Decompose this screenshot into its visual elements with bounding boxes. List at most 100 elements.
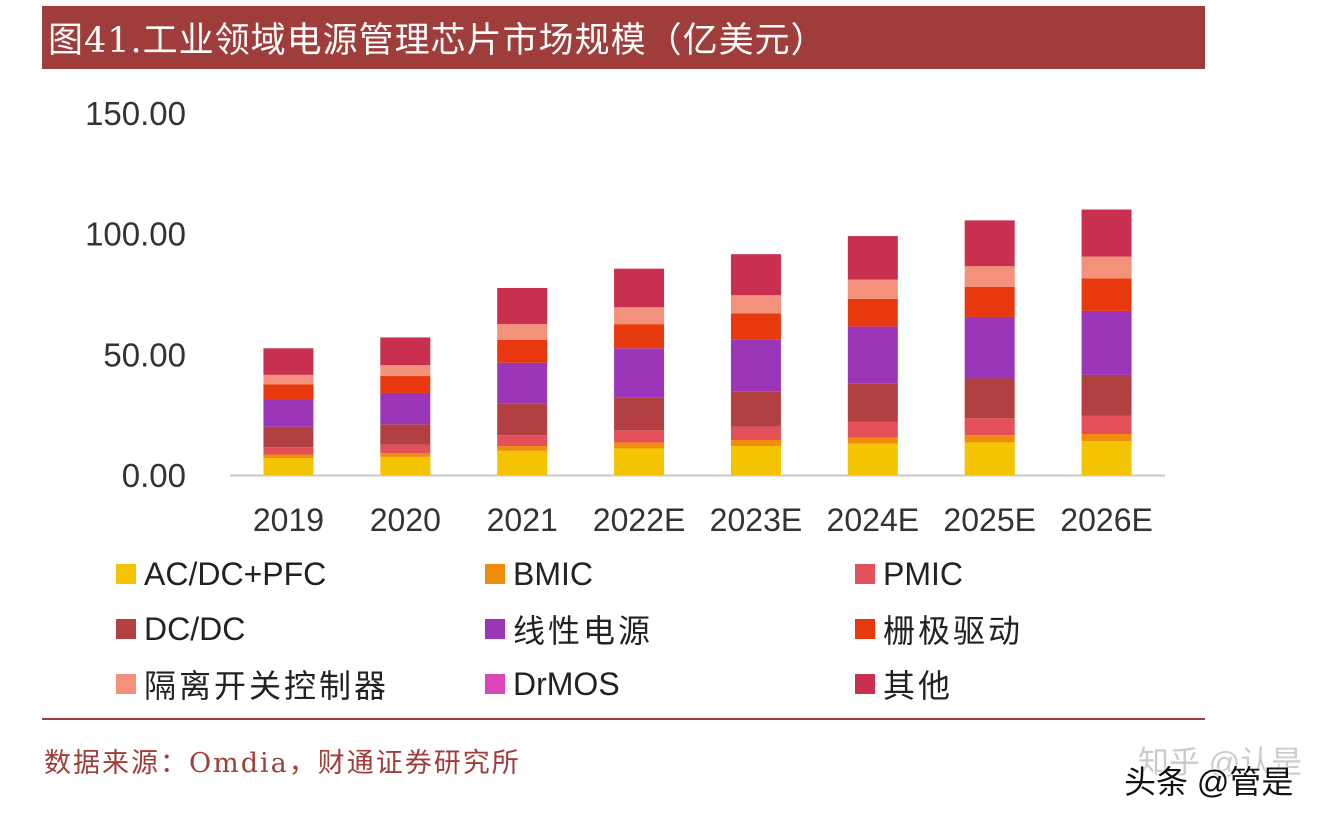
- bar-segment: [380, 444, 431, 454]
- legend-item-isolated-switch-controller: 隔离开关控制器: [116, 664, 390, 705]
- bar-segment: [263, 374, 314, 385]
- bar-segment: [1081, 374, 1132, 416]
- bar-segment: [730, 254, 781, 296]
- bar-segment: [730, 295, 781, 314]
- bar-segment: [497, 446, 548, 451]
- zhihu-watermark: 知乎 @认是: [1138, 745, 1303, 780]
- bar-segment: [614, 442, 665, 449]
- legend-item-pmic: PMIC: [855, 554, 963, 594]
- x-tick-label: 2025E: [943, 502, 1036, 538]
- bar-segment: [263, 426, 314, 448]
- bar-segment: [1081, 209, 1132, 257]
- bar-segment: [847, 421, 898, 438]
- bar-segment: [614, 307, 665, 325]
- bar-segment: [730, 391, 781, 427]
- bar-segment: [497, 362, 548, 404]
- bar-segment: [614, 397, 665, 431]
- bar-segment: [497, 450, 548, 475]
- bar-segment: [614, 324, 665, 349]
- bar-segment: [847, 443, 898, 475]
- toutiao-watermark: 头条 @管是: [1124, 764, 1294, 800]
- bar-segment: [614, 268, 665, 308]
- legend-item-other: 其他: [855, 664, 954, 705]
- legend-item-acdc-pfc: AC/DC+PFC: [116, 554, 326, 594]
- chart-legend: AC/DC+PFC BMIC PMIC DC/DC 线性电源 栅极驱动 隔离开关…: [116, 548, 1096, 718]
- bar-segment: [847, 437, 898, 444]
- legend-swatch: [116, 674, 136, 694]
- bar-segment: [497, 435, 548, 447]
- bar-segment: [964, 442, 1015, 475]
- legend-item-dcdc: DC/DC: [116, 609, 245, 649]
- bar-segment: [380, 392, 431, 425]
- legend-label: DrMOS: [513, 665, 620, 702]
- bar-segment: [380, 365, 431, 377]
- legend-item-drmos: DrMOS: [485, 664, 620, 704]
- bar-segment: [964, 316, 1015, 379]
- legend-swatch: [116, 619, 136, 639]
- legend-label: 隔离开关控制器: [144, 667, 390, 705]
- bar-segment: [263, 384, 314, 399]
- bar-segment: [847, 298, 898, 327]
- x-tick-label: 2021: [487, 502, 558, 538]
- legend-item-gate-driver: 栅极驱动: [855, 609, 1024, 650]
- bar-segment: [964, 435, 1015, 443]
- y-tick-label: 150.00: [85, 95, 186, 132]
- bar-segment: [497, 339, 548, 363]
- bar-segment: [964, 286, 1015, 317]
- legend-swatch: [485, 674, 505, 694]
- x-tick-label: 2023E: [710, 502, 803, 538]
- bar-segment: [1081, 415, 1132, 434]
- x-tick-label: 2020: [370, 502, 441, 538]
- bar-segment: [964, 220, 1015, 267]
- bar-segment: [380, 424, 431, 445]
- bar-segment: [847, 383, 898, 422]
- legend-swatch: [116, 564, 136, 584]
- bar-segment: [263, 454, 314, 459]
- y-tick-label: 100.00: [85, 216, 186, 253]
- legend-label: 其他: [883, 667, 954, 705]
- chart-title: 图41.工业领域电源管理芯片市场规模（亿美元）: [42, 6, 1205, 69]
- legend-item-linear-power: 线性电源: [485, 609, 654, 650]
- bar-segment: [964, 378, 1015, 419]
- legend-swatch: [855, 674, 875, 694]
- bar-segment: [730, 339, 781, 392]
- legend-label: 栅极驱动: [883, 612, 1024, 650]
- bar-segment: [730, 440, 781, 447]
- bar-segment: [1081, 433, 1132, 442]
- x-tick-label: 2022E: [593, 502, 686, 538]
- bar-segment: [1081, 256, 1132, 279]
- source-note: 数据来源：Omdia，财通证券研究所: [44, 748, 521, 779]
- bar-segment: [380, 376, 431, 393]
- x-tick-label: 2019: [253, 502, 324, 538]
- bar-segment: [847, 236, 898, 280]
- bottom-divider: [42, 718, 1205, 720]
- legend-item-bmic: BMIC: [485, 554, 593, 594]
- bar-segment: [380, 456, 431, 475]
- legend-label: AC/DC+PFC: [144, 555, 327, 592]
- y-tick-label: 0.00: [122, 457, 186, 494]
- x-tick-label: 2024E: [827, 502, 920, 538]
- legend-label: 线性电源: [513, 612, 654, 650]
- bar-segment: [730, 446, 781, 475]
- legend-label: PMIC: [883, 555, 963, 592]
- legend-swatch: [485, 564, 505, 584]
- legend-swatch: [855, 619, 875, 639]
- bar-segment: [730, 313, 781, 340]
- legend-swatch: [855, 564, 875, 584]
- bar-segment: [497, 287, 548, 325]
- bar-segment: [380, 453, 431, 457]
- bar-segment: [614, 348, 665, 398]
- bar-segment: [964, 266, 1015, 287]
- legend-label: BMIC: [513, 555, 593, 592]
- legend-label: DC/DC: [144, 610, 246, 647]
- bar-segment: [263, 398, 314, 427]
- bar-segment: [847, 326, 898, 384]
- bar-segment: [614, 448, 665, 475]
- bar-segment: [1081, 278, 1132, 311]
- bar-segment: [380, 337, 431, 366]
- bar-segment: [847, 279, 898, 299]
- bar-segment: [614, 430, 665, 443]
- bar-segment: [497, 403, 548, 436]
- legend-swatch: [485, 619, 505, 639]
